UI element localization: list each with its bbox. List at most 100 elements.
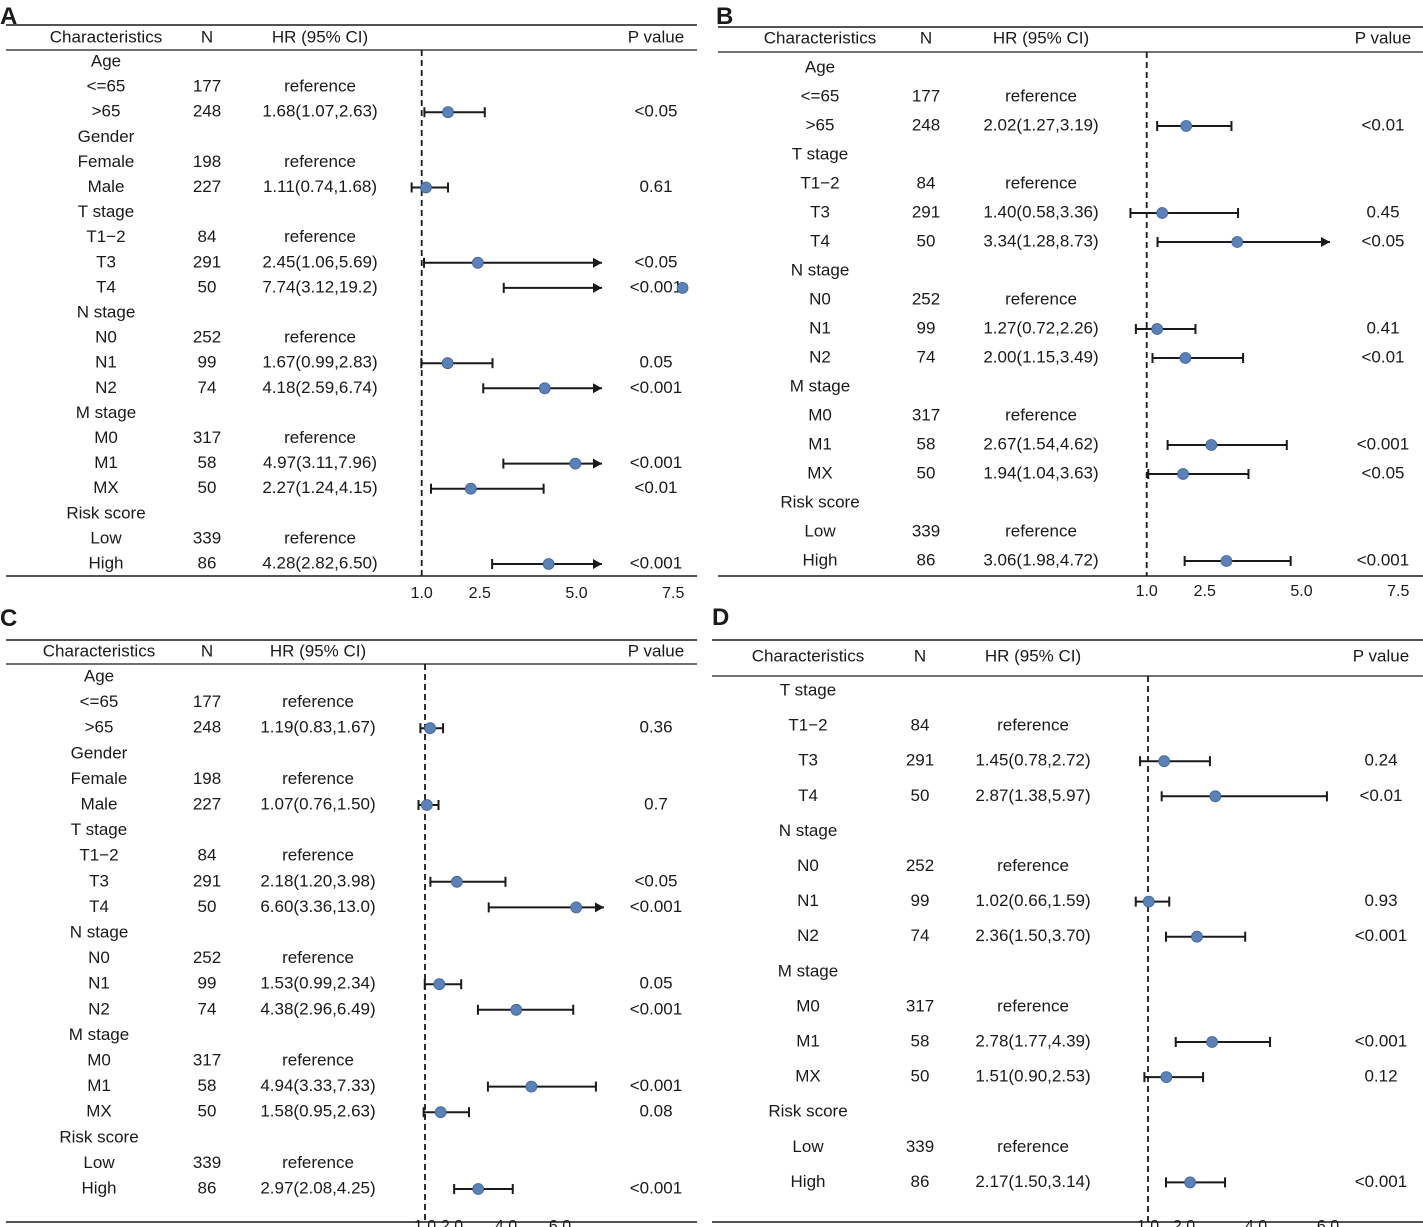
row-label: Low <box>792 1137 824 1156</box>
hr-point <box>1156 207 1169 219</box>
row-hr-ci: reference <box>284 328 356 347</box>
row-n: 99 <box>917 318 936 337</box>
row-p-value: <0.001 <box>630 897 682 916</box>
row-p-value: <0.001 <box>1355 1031 1407 1050</box>
row-hr-ci: reference <box>1005 405 1077 424</box>
row-n: 248 <box>193 102 221 121</box>
hr-point <box>1231 236 1244 248</box>
row-label: MX <box>86 1102 112 1121</box>
row-label: N1 <box>797 891 819 910</box>
forest-panel-a: A Characteristics N HR (95% CI) P value 1.0 2.… <box>0 3 697 602</box>
column-header-hr: HR (95% CI) <box>993 28 1089 47</box>
hr-point <box>570 901 583 914</box>
row-label: M1 <box>87 1076 111 1095</box>
row-label: Male <box>81 794 118 813</box>
row-label: MX <box>807 463 833 482</box>
row-n: 339 <box>193 1153 221 1172</box>
row-label: Female <box>71 769 128 788</box>
row-p-value: <0.05 <box>1361 463 1404 482</box>
row-n: 50 <box>917 231 936 250</box>
row-label: M0 <box>796 996 820 1015</box>
row-n: 84 <box>911 716 930 735</box>
hr-point <box>1191 930 1203 943</box>
column-header-hr: HR (95% CI) <box>272 27 368 46</box>
row-hr-ci: 2.78(1.77,4.39) <box>975 1031 1090 1050</box>
axis-tick-label: 1.0 <box>1137 1218 1159 1227</box>
row-n: 74 <box>198 378 217 397</box>
row-hr-ci: 1.02(0.66,1.59) <box>975 891 1090 910</box>
row-label: T3 <box>89 871 109 890</box>
row-group-label: Age <box>91 51 121 70</box>
row-p-value: 0.08 <box>639 1102 672 1121</box>
row-hr-ci: 1.40(0.58,3.36) <box>983 202 1098 221</box>
row-hr-ci: 1.45(0.78,2.72) <box>975 751 1090 770</box>
row-label: T3 <box>96 252 116 271</box>
row-n: 227 <box>193 177 221 196</box>
row-group-label: N stage <box>791 260 850 279</box>
row-hr-ci: 2.87(1.38,5.97) <box>975 786 1090 805</box>
row-hr-ci: 1.67(0.99,2.83) <box>262 353 377 372</box>
row-group-label: M stage <box>76 403 136 422</box>
row-hr-ci: reference <box>1005 86 1077 105</box>
column-header-n: N <box>914 646 926 665</box>
ci-arrow-head <box>593 559 602 569</box>
ci-arrow-head <box>593 383 602 394</box>
hr-point <box>434 1106 447 1119</box>
row-label: N2 <box>95 378 117 397</box>
column-header-p-value: P value <box>1353 646 1409 665</box>
row-p-value: <0.01 <box>1361 347 1404 366</box>
row-group-label: T stage <box>71 820 127 839</box>
hr-point <box>420 181 432 194</box>
row-hr-ci: reference <box>997 1137 1069 1156</box>
hr-point <box>569 457 582 470</box>
column-header-n: N <box>920 28 932 47</box>
axis-tick-label: 4.0 <box>1245 1218 1267 1227</box>
hr-point <box>1177 468 1189 480</box>
row-p-value: <0.001 <box>630 1178 682 1197</box>
axis-tick-label: 7.5 <box>1387 583 1409 600</box>
row-label: M1 <box>94 453 118 472</box>
hr-point <box>1158 755 1171 768</box>
row-label: T1−2 <box>800 173 839 192</box>
row-label: Low <box>90 528 122 547</box>
row-label: High <box>82 1178 117 1197</box>
row-p-value: 0.41 <box>1366 318 1399 337</box>
row-label: >65 <box>92 102 121 121</box>
hr-point <box>676 281 689 294</box>
axis-tick-label: 6.0 <box>549 1218 571 1227</box>
row-label: T4 <box>798 786 818 805</box>
hr-point <box>450 875 463 888</box>
row-hr-ci: 1.53(0.99,2.34) <box>260 974 375 993</box>
hr-point <box>510 1003 523 1016</box>
row-n: 248 <box>912 115 940 134</box>
row-p-value: 0.24 <box>1364 751 1397 770</box>
row-hr-ci: 4.28(2.82,6.50) <box>262 553 377 572</box>
hr-point <box>1160 1071 1173 1083</box>
row-p-value: <0.001 <box>630 277 682 296</box>
row-n: 58 <box>917 434 936 453</box>
row-p-value: 0.05 <box>639 974 672 993</box>
panel-letter: A <box>0 3 17 30</box>
row-p-value: <0.001 <box>1357 550 1409 569</box>
row-label: N0 <box>95 328 117 347</box>
row-n: 177 <box>193 692 221 711</box>
row-label: T4 <box>89 897 109 916</box>
row-label: MX <box>93 478 119 497</box>
row-hr-ci: reference <box>284 528 356 547</box>
ci-arrow-head <box>593 458 602 469</box>
row-n: 50 <box>198 277 217 296</box>
row-hr-ci: 2.27(1.24,4.15) <box>262 478 377 497</box>
row-label: High <box>791 1172 826 1191</box>
hr-point <box>420 799 433 811</box>
row-hr-ci: 1.27(0.72,2.26) <box>983 318 1098 337</box>
row-label: T1−2 <box>86 227 125 246</box>
row-hr-ci: 2.45(1.06,5.69) <box>262 252 377 271</box>
row-hr-ci: 2.36(1.50,3.70) <box>975 926 1090 945</box>
row-n: 50 <box>198 897 217 916</box>
row-p-value: <0.001 <box>630 453 682 472</box>
row-hr-ci: 1.94(1.04,3.63) <box>983 463 1098 482</box>
hr-point <box>442 106 454 119</box>
axis-tick-label: 5.0 <box>1290 583 1312 600</box>
row-p-value: <0.001 <box>630 378 682 397</box>
row-label: T3 <box>810 202 830 221</box>
